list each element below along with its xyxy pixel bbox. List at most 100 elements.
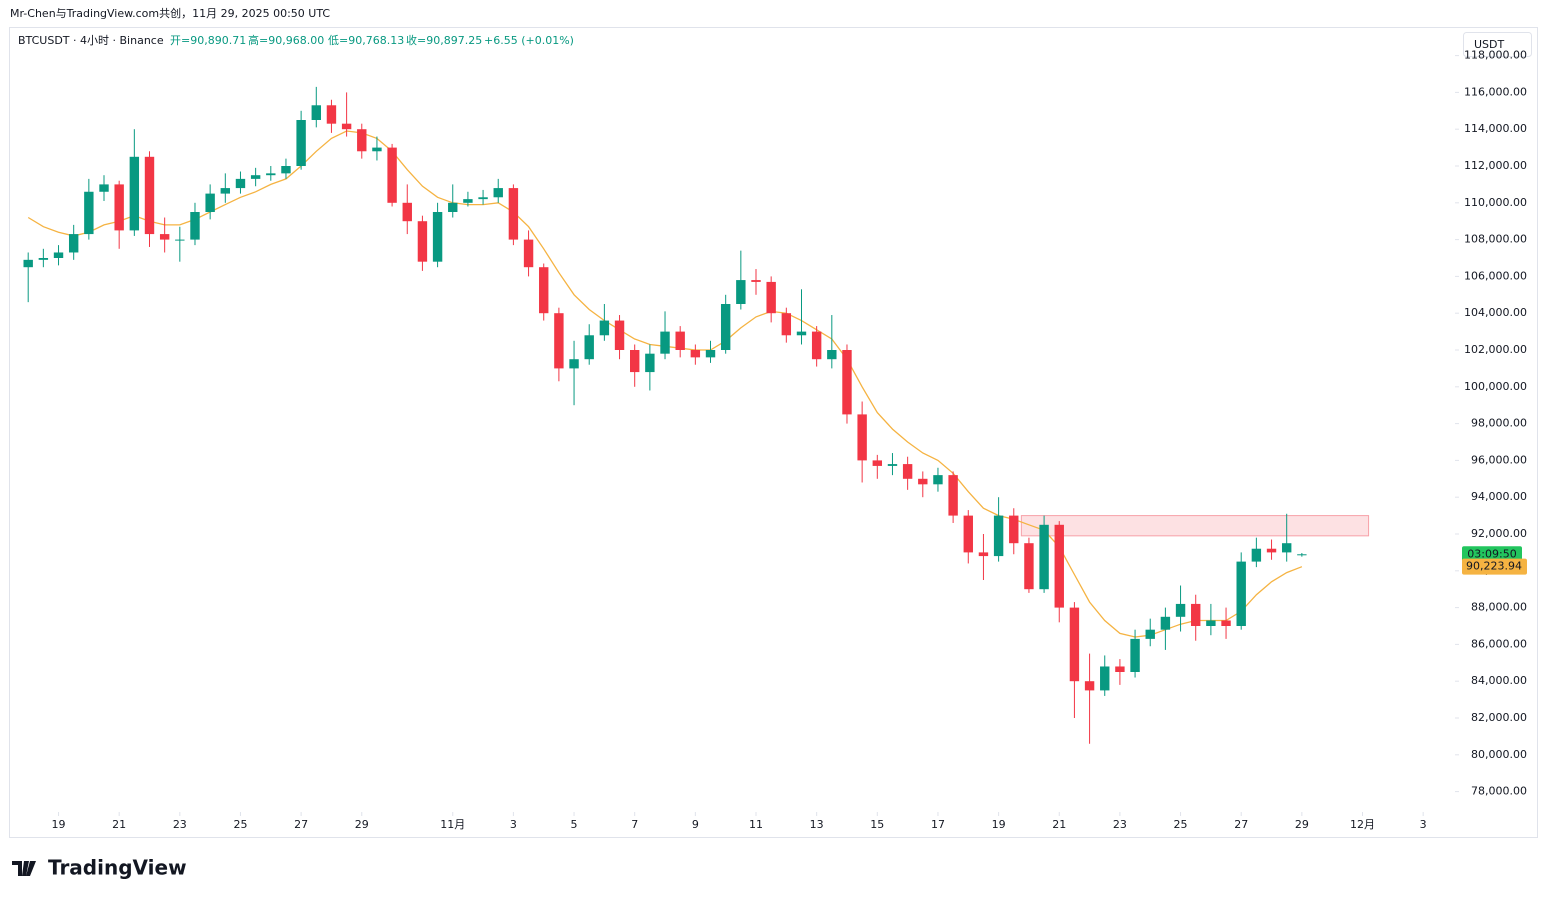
x-tick-label: 25 xyxy=(233,818,247,831)
y-tick-label: 102,000.00 xyxy=(1464,343,1527,356)
candle-body xyxy=(1160,616,1171,630)
y-tick-label: 114,000.00 xyxy=(1464,122,1527,135)
candle-body xyxy=(1115,666,1125,672)
x-tick-label: 19 xyxy=(52,818,66,831)
candle-body xyxy=(554,313,564,369)
candle-body xyxy=(1145,629,1155,639)
candle-body xyxy=(38,258,49,260)
last-price-box xyxy=(1462,546,1522,563)
ohlc-value: 低=90,768.13 xyxy=(328,34,404,47)
candle-body xyxy=(690,350,701,358)
candle-body xyxy=(281,166,291,174)
candle-body xyxy=(1221,620,1231,626)
candle-body xyxy=(811,331,822,360)
candle-body xyxy=(235,178,246,189)
candle-body xyxy=(796,331,807,336)
y-tick-label: 84,000.00 xyxy=(1471,674,1527,687)
candle-body xyxy=(1024,543,1034,590)
candle-body xyxy=(1100,666,1110,691)
ohlc-value: 高=90,968.00 xyxy=(248,33,324,47)
y-tick-label: 110,000.00 xyxy=(1464,196,1527,209)
candle-body xyxy=(614,320,625,350)
candle-body xyxy=(402,202,412,222)
x-tick-label: 7 xyxy=(631,818,638,831)
ma-price-box xyxy=(1462,558,1527,575)
candle-body xyxy=(99,184,109,192)
ohlc-legend: 开=90,890.71 高=90,968.00 低=90,768.13 收=90,89… xyxy=(170,33,574,47)
candle-body xyxy=(508,188,519,240)
x-tick-label: 17 xyxy=(931,818,945,831)
x-tick-label: 29 xyxy=(355,818,369,831)
candle-body xyxy=(766,281,776,314)
y-tick-label: 80,000.00 xyxy=(1471,748,1527,761)
candle-body xyxy=(963,515,973,553)
y-tick-label: 106,000.00 xyxy=(1464,269,1527,282)
candle-body xyxy=(675,331,685,350)
candle-body xyxy=(1084,681,1095,691)
candle-body xyxy=(326,105,337,124)
y-tick-label: 78,000.00 xyxy=(1471,785,1527,798)
candle-body xyxy=(68,234,79,253)
candle-body xyxy=(84,191,94,235)
candle-body xyxy=(432,212,443,262)
countdown-label: 03:09:50 xyxy=(1467,547,1516,560)
y-tick-label: 98,000.00 xyxy=(1471,417,1527,430)
x-tick-label: 21 xyxy=(1052,818,1066,831)
candle-body xyxy=(296,120,306,166)
logo: TradingView xyxy=(12,856,187,880)
candle-body xyxy=(736,280,746,304)
candle-body xyxy=(448,202,458,212)
y-tick-label: 86,000.00 xyxy=(1471,637,1527,650)
ohlc-value: 收=90,897.25 xyxy=(406,33,482,47)
candle-body xyxy=(857,414,867,461)
y-tick-label: 94,000.00 xyxy=(1471,490,1527,503)
candle-body xyxy=(1281,543,1292,553)
x-tick-label: 19 xyxy=(992,818,1006,831)
x-tick-label: 23 xyxy=(173,818,187,831)
x-tick-label: 15 xyxy=(870,818,884,831)
candle-body xyxy=(705,350,716,358)
candle-body xyxy=(827,350,837,360)
candle-body xyxy=(250,175,261,179)
ma-price-label: 90,223.94 xyxy=(1466,560,1522,573)
ohlc-value: +6.55 (+0.01%) xyxy=(484,34,574,47)
x-tick-label: 3 xyxy=(1420,818,1427,831)
y-tick-label: 82,000.00 xyxy=(1471,711,1527,724)
candle-body xyxy=(159,234,170,240)
y-tick-label: 104,000.00 xyxy=(1464,306,1527,319)
candle-body xyxy=(918,478,928,485)
plot-area: 78,000.00 80,000.00 82,000.00 84,000.00 86,0… xyxy=(23,49,1527,831)
candle-body xyxy=(129,156,140,231)
candle-body xyxy=(887,464,898,466)
x-tick-label: 11月 xyxy=(440,818,465,831)
candle-body xyxy=(493,188,503,198)
y-tick-label: 96,000.00 xyxy=(1471,453,1527,466)
candle-body xyxy=(341,123,352,130)
candle-body xyxy=(1297,554,1307,556)
x-tick-label: 11 xyxy=(749,818,763,831)
x-tick-label: 23 xyxy=(1113,818,1127,831)
candle-body xyxy=(1191,603,1201,626)
candle-body xyxy=(1054,524,1064,608)
candle-body xyxy=(523,239,534,268)
currency-label[interactable]: USDT xyxy=(1474,38,1505,51)
ohlc-value: 开=90,890.71 xyxy=(170,34,246,47)
candle-body xyxy=(478,197,488,200)
y-tick-label: 92,000.00 xyxy=(1471,527,1527,540)
candle-body xyxy=(630,350,640,373)
attribution: Mr-Chen与TradingView.com共创，11月 29, 2025 0… xyxy=(10,7,330,20)
y-tick-label: 88,000.00 xyxy=(1471,601,1527,614)
x-tick-label: 27 xyxy=(1234,818,1248,831)
candle-body xyxy=(266,173,276,176)
y-tick-label: 100,000.00 xyxy=(1464,380,1527,393)
logo-text: TradingView xyxy=(48,856,187,880)
candle-body xyxy=(1236,561,1246,626)
currency-button[interactable] xyxy=(1463,32,1532,57)
candle-body xyxy=(1206,620,1216,626)
x-tick-label: 25 xyxy=(1174,818,1188,831)
candle-body xyxy=(872,460,883,466)
candle-body xyxy=(599,320,610,336)
candle-body xyxy=(660,331,670,354)
candle-body xyxy=(751,280,761,282)
